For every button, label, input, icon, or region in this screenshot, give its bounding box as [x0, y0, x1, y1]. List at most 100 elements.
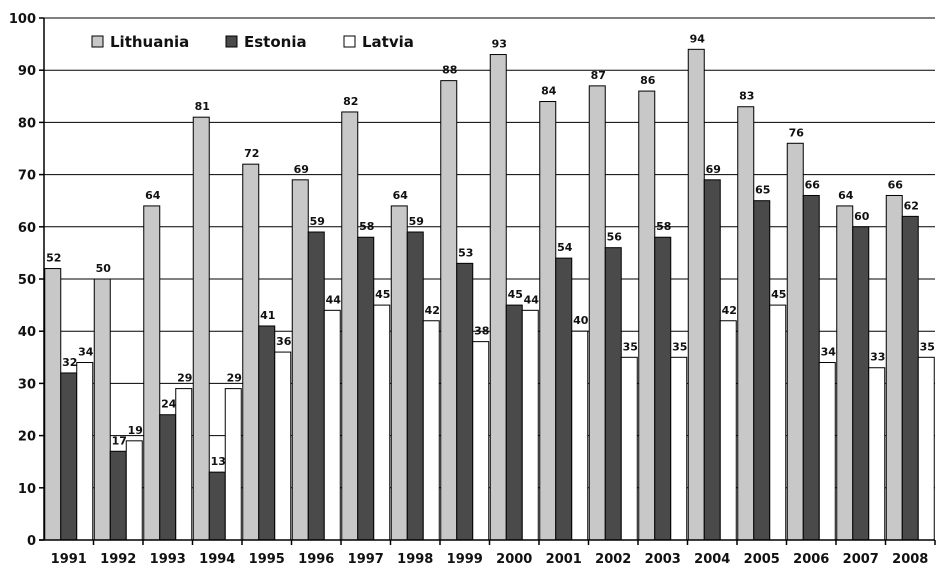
data-label: 93 — [492, 38, 507, 51]
y-tick-label: 10 — [18, 482, 36, 497]
y-tick-label: 40 — [18, 325, 36, 340]
legend: Lithuania Estonia Latvia — [91, 33, 414, 51]
data-label: 86 — [640, 74, 656, 87]
data-label: 52 — [46, 252, 61, 265]
data-label: 17 — [112, 434, 127, 447]
data-label: 56 — [607, 231, 623, 244]
bar-estonia-1993 — [159, 414, 177, 541]
bar-lithuania-2008 — [885, 194, 903, 541]
bar-latvia-2002 — [620, 356, 638, 541]
y-tick-label: 30 — [18, 377, 36, 392]
legend-swatch-lithuania — [91, 35, 104, 48]
bar-latvia-2006 — [818, 362, 836, 541]
data-label: 34 — [821, 346, 837, 359]
data-label: 50 — [96, 262, 112, 275]
data-label: 19 — [128, 424, 143, 437]
x-tick-label: 1997 — [348, 552, 384, 566]
x-tick-label: 1999 — [447, 552, 483, 566]
bar-latvia-2001 — [571, 330, 589, 541]
data-label: 35 — [623, 340, 638, 353]
bar-latvia-1991 — [76, 362, 94, 541]
bar-estonia-2007 — [852, 226, 870, 541]
data-label: 45 — [508, 288, 523, 301]
x-tick-label: 1998 — [397, 552, 433, 566]
data-label: 34 — [78, 346, 94, 359]
data-label: 76 — [789, 126, 805, 139]
data-label: 44 — [524, 293, 540, 306]
x-tick-label: 2006 — [793, 552, 829, 566]
x-tick-label: 2005 — [744, 552, 780, 566]
bar-latvia-1998 — [422, 320, 440, 541]
bar-lithuania-2005 — [737, 106, 755, 541]
gridlines — [44, 17, 935, 489]
data-label: 84 — [541, 85, 557, 98]
y-tick-label: 50 — [18, 273, 36, 288]
bar-estonia-1996 — [307, 231, 325, 541]
data-label: 58 — [359, 220, 374, 233]
x-tick-label: 2008 — [892, 552, 928, 566]
legend-label-latvia: Latvia — [362, 33, 414, 51]
y-tick-label: 70 — [18, 169, 36, 184]
legend-label-lithuania: Lithuania — [110, 33, 189, 51]
data-label: 60 — [854, 210, 870, 223]
bar-latvia-1999 — [472, 341, 490, 541]
x-tick-label: 2004 — [694, 552, 730, 566]
bar-latvia-1994 — [224, 388, 242, 541]
legend-swatch-latvia — [343, 35, 356, 48]
data-label: 66 — [805, 178, 821, 191]
y-tick-label: 60 — [18, 221, 36, 236]
data-label: 88 — [442, 64, 457, 77]
x-tick-label: 1996 — [298, 552, 334, 566]
x-tick-label: 2000 — [496, 552, 532, 566]
data-label: 24 — [161, 398, 177, 411]
legend-label-estonia: Estonia — [244, 33, 307, 51]
bar-latvia-2000 — [521, 309, 539, 541]
bar-latvia-2008 — [917, 356, 935, 541]
legend-swatch-estonia — [225, 35, 238, 48]
data-label: 35 — [672, 340, 687, 353]
bar-lithuania-1999 — [440, 80, 458, 541]
data-label: 58 — [656, 220, 671, 233]
data-label: 40 — [573, 314, 589, 327]
bar-lithuania-2004 — [687, 48, 705, 541]
bar-latvia-1996 — [323, 309, 341, 541]
data-label: 66 — [888, 178, 904, 191]
bar-lithuania-1993 — [143, 205, 161, 541]
data-label: 38 — [474, 325, 489, 338]
bar-latvia-1992 — [125, 440, 143, 541]
x-tick-label: 2001 — [546, 552, 582, 566]
data-label: 87 — [591, 69, 606, 82]
bar-lithuania-2007 — [836, 205, 854, 541]
bar-lithuania-1997 — [341, 111, 359, 541]
bar-estonia-1999 — [456, 262, 474, 541]
x-tick-label: 2002 — [595, 552, 631, 566]
data-label: 82 — [343, 95, 358, 108]
bar-lithuania-1991 — [44, 268, 62, 541]
y-tick-label: 80 — [18, 116, 36, 131]
bar-estonia-2008 — [901, 215, 919, 541]
data-label: 59 — [409, 215, 424, 228]
bar-lithuania-1992 — [93, 278, 111, 541]
data-label: 45 — [375, 288, 390, 301]
bar-estonia-2003 — [654, 236, 672, 541]
data-label: 45 — [771, 288, 786, 301]
bar-lithuania-2001 — [539, 101, 557, 541]
data-label: 64 — [145, 189, 161, 202]
data-label: 32 — [62, 356, 77, 369]
x-tick-label: 1993 — [150, 552, 186, 566]
data-label: 64 — [838, 189, 854, 202]
bars — [44, 48, 935, 541]
bar-estonia-2005 — [753, 200, 771, 541]
data-label: 35 — [920, 340, 935, 353]
bar-estonia-2001 — [555, 257, 573, 541]
bar-estonia-1992 — [109, 450, 127, 541]
bar-estonia-1991 — [60, 372, 78, 541]
bar-latvia-2007 — [868, 367, 886, 541]
bar-lithuania-1996 — [291, 179, 309, 541]
x-tick-label: 1992 — [100, 552, 136, 566]
bar-latvia-1997 — [373, 304, 391, 541]
y-tick-label: 20 — [18, 430, 36, 445]
y-tick-label: 100 — [9, 12, 36, 27]
x-tick-label: 1995 — [249, 552, 285, 566]
